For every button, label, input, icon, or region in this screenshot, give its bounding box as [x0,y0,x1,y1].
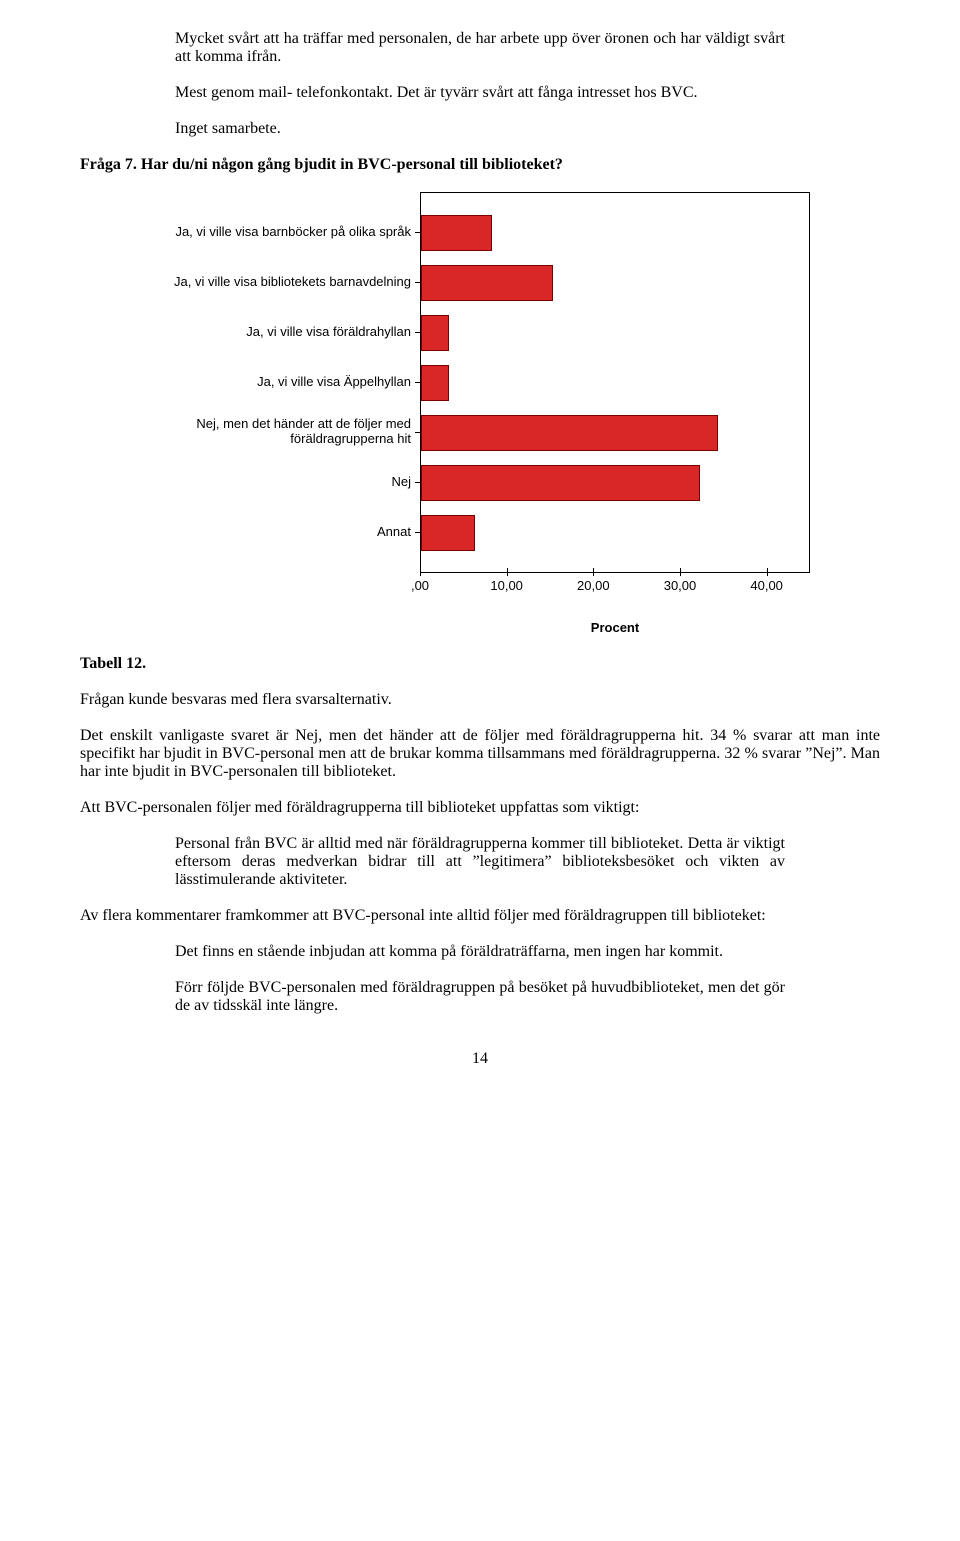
quote-text: Personal från BVC är alltid med när förä… [175,835,785,889]
y-axis-label: Annat [140,525,415,540]
quote-text: Mest genom mail- telefonkontakt. Det är … [175,84,785,102]
chart-bar [421,265,553,301]
body-text: Av flera kommentarer framkommer att BVC-… [80,907,880,925]
x-tick-label: 30,00 [664,578,697,593]
chart-bar [421,415,718,451]
body-text: Det enskilt vanligaste svaret är Nej, me… [80,727,880,781]
question-heading: Fråga 7. Har du/ni någon gång bjudit in … [80,156,880,174]
bar-chart: Ja, vi ville visa barnböcker på olika sp… [140,192,880,635]
quote-text: Det finns en stående inbjudan att komma … [175,943,785,961]
y-axis-label: Ja, vi ville visa bibliotekets barnavdel… [140,275,415,290]
chart-bar [421,315,449,351]
quote-text: Mycket svårt att ha träffar med personal… [175,30,785,66]
quote-text: Inget samarbete. [175,120,785,138]
chart-bar [421,215,492,251]
y-axis-label: Nej [140,475,415,490]
chart-bar [421,515,475,551]
caption-text: Frågan kunde besvaras med flera svarsalt… [80,691,880,709]
x-axis-title: Procent [420,620,810,635]
x-tick-label: ,00 [411,578,429,593]
chart-bar [421,465,700,501]
y-axis-label: Ja, vi ville visa föräldrahyllan [140,325,415,340]
body-text: Att BVC-personalen följer med föräldragr… [80,799,880,817]
y-axis-label: Ja, vi ville visa barnböcker på olika sp… [140,225,415,240]
x-tick-label: 20,00 [577,578,610,593]
x-tick-label: 40,00 [750,578,783,593]
chart-bar [421,365,449,401]
y-axis-label: Ja, vi ville visa Äppelhyllan [140,375,415,390]
table-label: Tabell 12. [80,655,880,673]
page-number: 14 [80,1050,880,1068]
quote-text: Förr följde BVC-personalen med föräldrag… [175,979,785,1015]
y-axis-label: Nej, men det händer att de följer med fö… [140,417,415,447]
x-tick-label: 10,00 [490,578,523,593]
